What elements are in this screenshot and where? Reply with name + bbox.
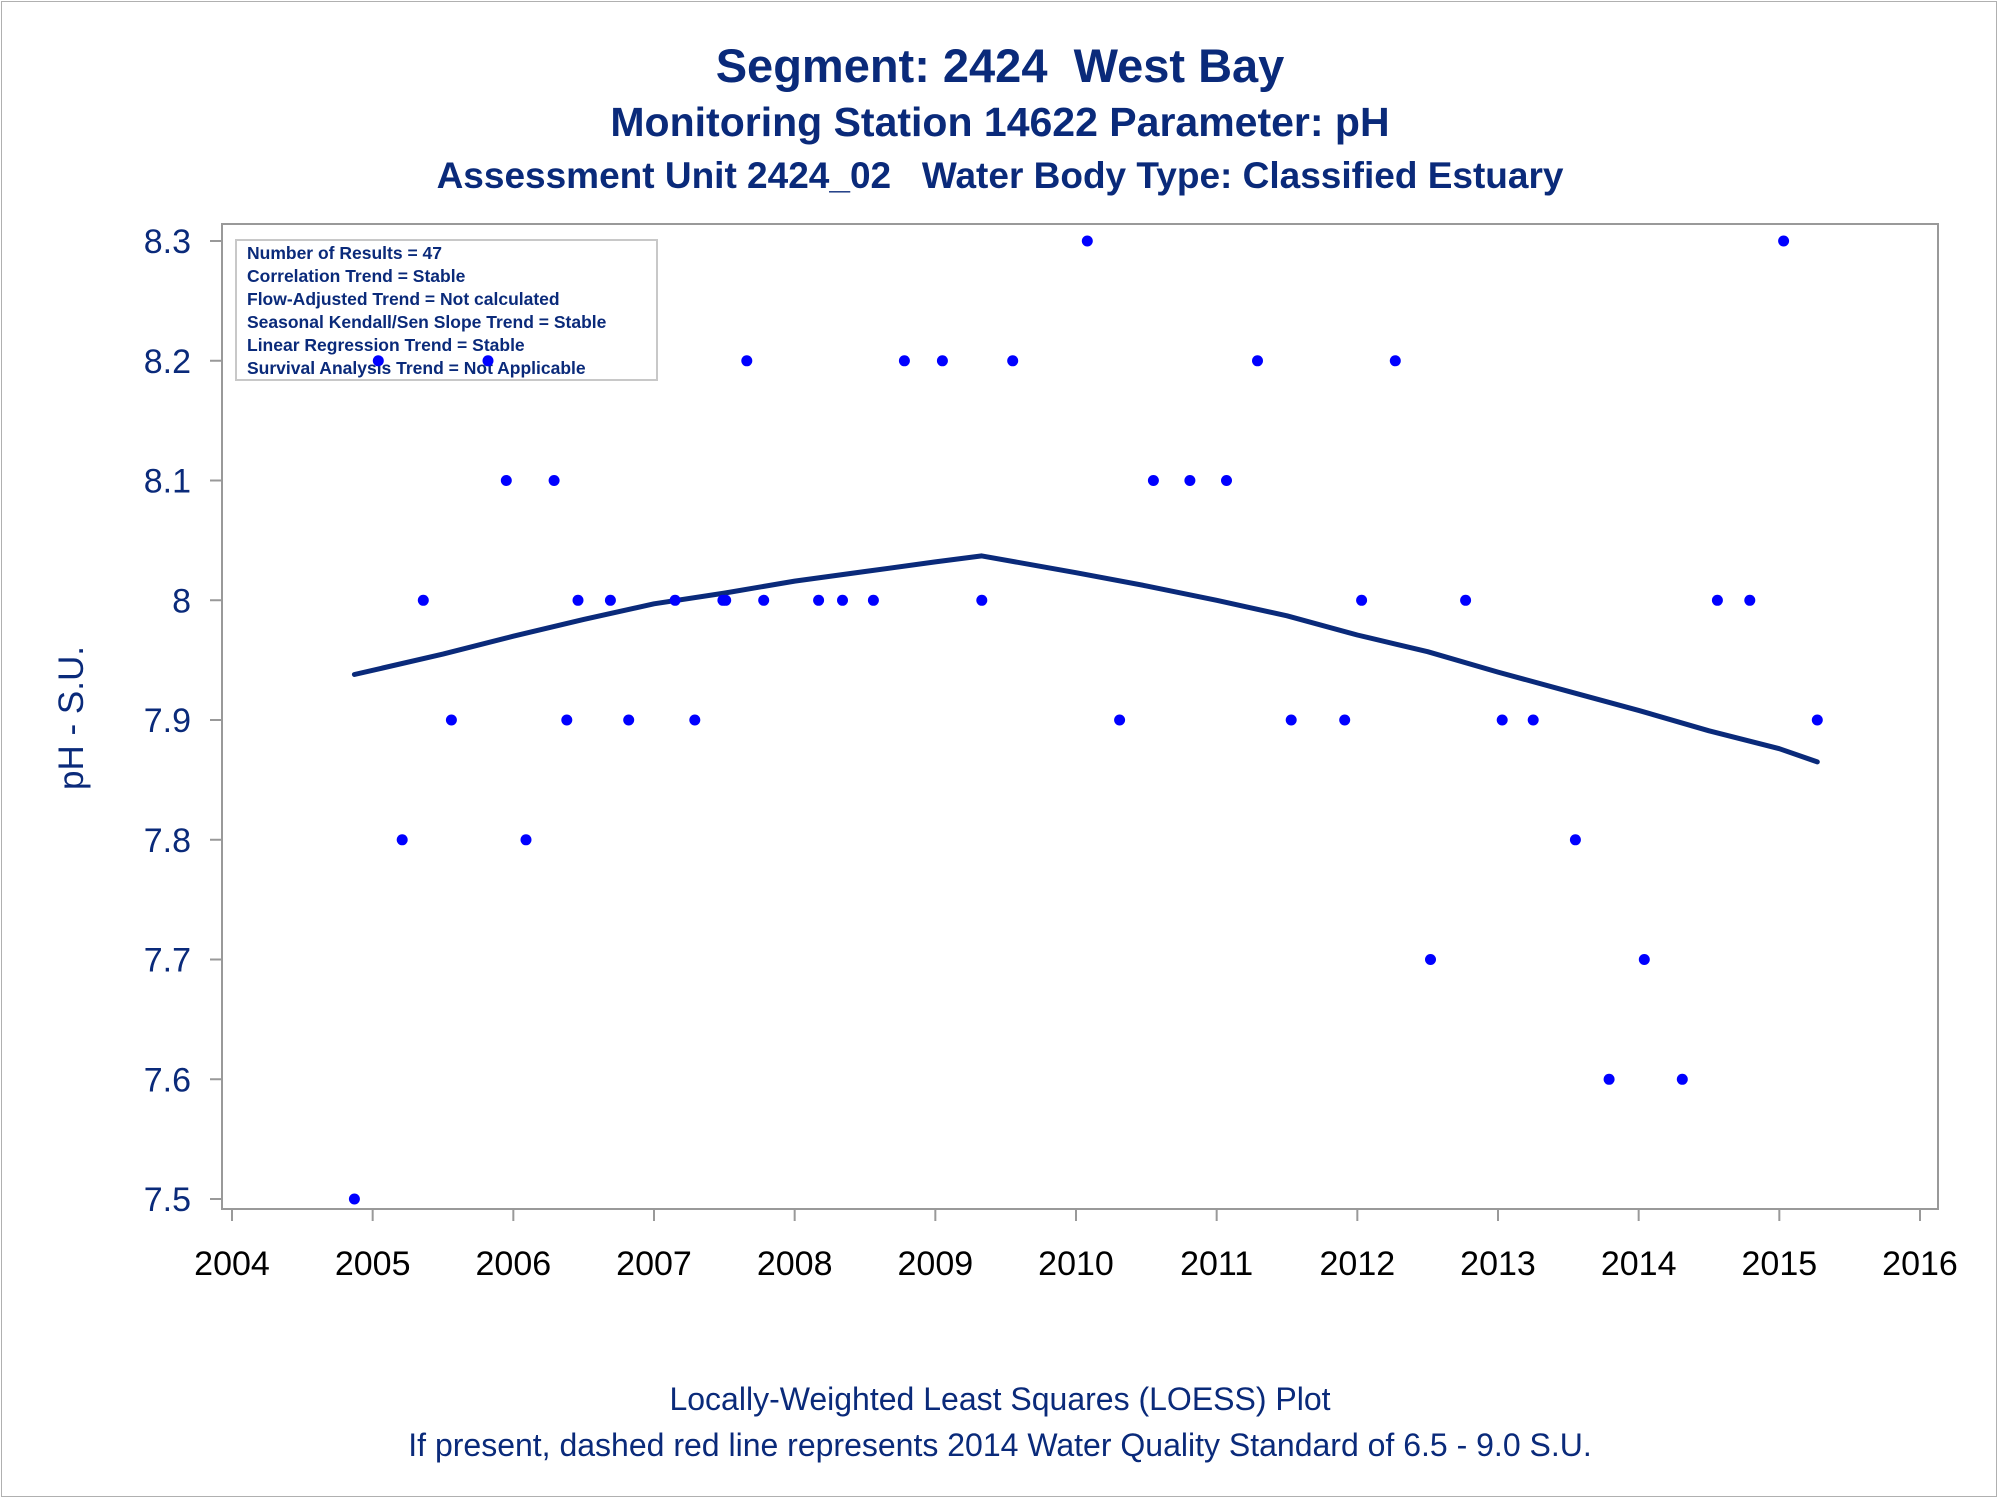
x-tick-label: 2006 bbox=[476, 1245, 552, 1283]
y-tick-label: 7.7 bbox=[144, 942, 191, 980]
data-point bbox=[1527, 714, 1539, 726]
y-tick-label: 7.5 bbox=[144, 1181, 191, 1219]
y-axis-label: pH - S.U. bbox=[52, 646, 91, 790]
data-point bbox=[572, 594, 584, 606]
loess-line bbox=[351, 553, 1820, 765]
x-tick-label: 2015 bbox=[1742, 1245, 1818, 1283]
points-layer bbox=[348, 235, 1823, 1205]
data-point bbox=[1496, 714, 1508, 726]
data-point bbox=[1603, 1073, 1615, 1085]
data-point bbox=[520, 834, 532, 846]
loess-layer bbox=[351, 553, 1820, 765]
data-point bbox=[1569, 834, 1581, 846]
stats-line: Linear Regression Trend = Stable bbox=[247, 335, 525, 355]
stats-line: Flow-Adjusted Trend = Not calculated bbox=[247, 289, 560, 309]
data-point bbox=[1147, 475, 1159, 486]
chart-subtitle-assessment: Assessment Unit 2424_02 Water Body Type:… bbox=[436, 155, 1564, 196]
plot-area-frame bbox=[221, 223, 1939, 1210]
data-point bbox=[813, 594, 825, 606]
x-tick-label: 2014 bbox=[1601, 1245, 1677, 1283]
x-tick-label: 2009 bbox=[898, 1245, 974, 1283]
y-tick-label: 8.3 bbox=[144, 223, 191, 261]
x-tick-label: 2011 bbox=[1180, 1245, 1253, 1283]
chart-title: Segment: 2424 West Bay bbox=[715, 39, 1285, 92]
data-point bbox=[741, 355, 753, 367]
y-tick-label: 7.8 bbox=[144, 822, 191, 860]
data-point bbox=[1339, 714, 1351, 726]
data-point bbox=[758, 594, 770, 606]
data-point bbox=[396, 834, 408, 846]
data-point bbox=[898, 355, 910, 367]
data-point bbox=[1778, 235, 1790, 247]
x-tick-label: 2008 bbox=[757, 1245, 833, 1283]
data-point bbox=[689, 714, 701, 726]
y-tick-label: 7.6 bbox=[144, 1061, 191, 1099]
data-point bbox=[1744, 594, 1756, 606]
data-point bbox=[1007, 355, 1019, 367]
stats-line: Correlation Trend = Stable bbox=[247, 266, 466, 286]
data-point bbox=[1711, 594, 1723, 606]
x-tick-label: 2016 bbox=[1882, 1245, 1958, 1283]
data-point bbox=[1285, 714, 1297, 726]
x-tick-label: 2010 bbox=[1038, 1245, 1114, 1283]
data-point bbox=[548, 475, 560, 486]
data-point bbox=[1184, 475, 1196, 486]
data-point bbox=[445, 714, 457, 726]
data-point bbox=[372, 355, 384, 367]
y-tick-label: 8.2 bbox=[144, 343, 191, 381]
data-point bbox=[1081, 235, 1093, 247]
data-point bbox=[837, 594, 848, 606]
data-point bbox=[1221, 475, 1232, 486]
data-point bbox=[417, 594, 429, 606]
x-tick-label: 2007 bbox=[616, 1245, 692, 1283]
stats-box-frame bbox=[235, 239, 658, 381]
data-point bbox=[1638, 954, 1650, 965]
stats-line: Seasonal Kendall/Sen Slope Trend = Stabl… bbox=[247, 312, 607, 332]
stats-box: Number of Results = 47 Correlation Trend … bbox=[235, 239, 658, 381]
data-point bbox=[867, 594, 879, 606]
data-point bbox=[1356, 594, 1368, 606]
y-tick-label: 8.1 bbox=[144, 463, 191, 501]
chart-subtitle-station: Monitoring Station 14622 Parameter: pH bbox=[610, 99, 1390, 145]
footnote-loess: Locally-Weighted Least Squares (LOESS) P… bbox=[669, 1381, 1331, 1417]
footnote-standard: If present, dashed red line represents 2… bbox=[408, 1427, 1592, 1463]
data-point bbox=[1460, 594, 1472, 606]
y-tick-label: 8 bbox=[172, 582, 191, 620]
data-point bbox=[976, 594, 988, 606]
data-point bbox=[1389, 355, 1401, 367]
data-point bbox=[669, 594, 681, 606]
data-point bbox=[348, 1193, 360, 1205]
data-point bbox=[500, 475, 512, 486]
data-point bbox=[1252, 355, 1263, 367]
stats-line: Survival Analysis Trend = Not Applicable bbox=[247, 358, 586, 378]
axes: 2004 2005 2006 2007 2008 2009 2010 2011 2012 2013… bbox=[144, 223, 1958, 1283]
data-point bbox=[720, 594, 732, 606]
data-point bbox=[623, 714, 635, 726]
stats-line: Number of Results = 47 bbox=[247, 243, 442, 263]
data-point bbox=[604, 594, 616, 606]
data-point bbox=[482, 355, 494, 367]
x-tick-label: 2012 bbox=[1320, 1245, 1396, 1283]
data-point bbox=[1676, 1073, 1688, 1085]
data-point bbox=[1114, 714, 1126, 726]
x-tick-label: 2005 bbox=[335, 1245, 411, 1283]
data-point bbox=[1811, 714, 1823, 726]
y-tick-label: 7.9 bbox=[144, 702, 191, 740]
data-point bbox=[561, 714, 573, 726]
data-point bbox=[936, 355, 948, 367]
data-point bbox=[1425, 954, 1436, 965]
x-tick-label: 2004 bbox=[194, 1245, 270, 1283]
x-tick-label: 2013 bbox=[1460, 1245, 1536, 1283]
